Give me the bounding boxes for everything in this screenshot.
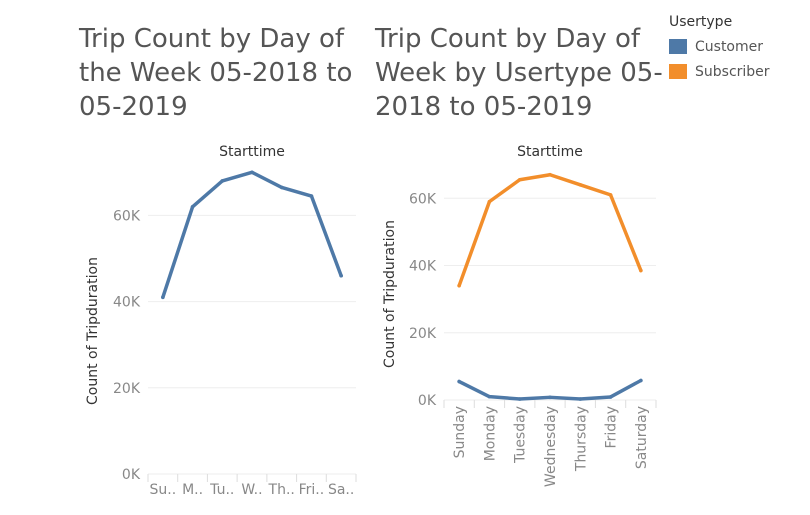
chart2-ytick-label: 0K bbox=[418, 393, 437, 409]
chart2-ytick-label: 60K bbox=[409, 191, 437, 207]
chart2-xtick-label: Monday bbox=[482, 406, 498, 461]
chart2-series-0-point bbox=[639, 378, 643, 383]
chart2-title-line-3: 2018 to 05-2019 bbox=[375, 92, 593, 122]
chart2-series-0-point bbox=[517, 397, 522, 401]
legend-item-subscriber[interactable]: Subscriber bbox=[669, 59, 770, 84]
chart2-series-0-point bbox=[578, 397, 583, 401]
chart2-ytick-label: 40K bbox=[409, 259, 437, 275]
chart1-xtick-label: M.. bbox=[182, 482, 203, 498]
chart2-series-0-point bbox=[608, 395, 613, 399]
chart1-series-0-point bbox=[161, 295, 165, 300]
chart1-ytick-label: 0K bbox=[122, 467, 141, 483]
chart1-series-0-point bbox=[279, 185, 284, 190]
chart1-series-0-point bbox=[339, 273, 343, 278]
chart2-series-1-point bbox=[578, 183, 583, 187]
chart2-xtick-label: Wednesday bbox=[543, 406, 559, 487]
chart1-title-line-2: the Week 05-2018 to bbox=[79, 58, 353, 88]
chart2-ylabel: Count of Tripduration bbox=[382, 220, 398, 368]
legend-title: Usertype bbox=[669, 14, 733, 30]
chart2-series-1-point bbox=[457, 283, 461, 288]
chart2-title-line-1: Trip Count by Day of bbox=[375, 24, 641, 54]
legend-swatch-subscriber bbox=[669, 64, 687, 79]
legend: Usertype Customer Subscriber bbox=[669, 14, 770, 84]
chart1-ytick-label: 20K bbox=[113, 381, 141, 397]
chart2-series-0-point bbox=[548, 395, 552, 400]
chart2-series-1-point bbox=[548, 172, 552, 177]
legend-item-customer[interactable]: Customer bbox=[669, 34, 770, 59]
chart1-xtick-label: W.. bbox=[241, 482, 262, 498]
chart1-ytick-label: 40K bbox=[113, 295, 141, 311]
chart2-series-1-point bbox=[608, 193, 613, 197]
chart1-xtick-label: Sa.. bbox=[328, 482, 354, 498]
chart1-xtick-label: Th.. bbox=[268, 482, 295, 498]
chart1-xtick-label: Su.. bbox=[150, 482, 177, 498]
chart2-xtick-label: Thursday bbox=[573, 406, 589, 472]
legend-label-customer: Customer bbox=[695, 38, 764, 55]
legend-swatch-customer bbox=[669, 39, 687, 54]
chart1-series-0-point bbox=[309, 194, 314, 198]
chart1-xtick-label: Fri.. bbox=[299, 482, 325, 498]
chart1-series-0-line bbox=[161, 170, 343, 300]
chart2-series-1-line bbox=[457, 172, 643, 288]
chart1-xtick-label: Tu.. bbox=[209, 482, 234, 498]
chart2-series-0-point bbox=[457, 379, 461, 384]
chart2-xtick-label: Friday bbox=[604, 406, 620, 448]
chart2-series-0-point bbox=[487, 394, 492, 399]
chart2-ytick-label: 20K bbox=[409, 326, 437, 342]
chart2-xtick-label: Tuesday bbox=[513, 406, 529, 464]
chart1-series-0-point bbox=[190, 204, 195, 209]
chart1-title-line-3: 05-2019 bbox=[79, 92, 188, 122]
chart2-xtick-label: Saturday bbox=[634, 406, 650, 469]
chart1-series-0-point bbox=[250, 170, 254, 175]
chart1-title: Trip Count by Day of the Week 05-2018 to… bbox=[79, 22, 352, 124]
chart2-header: Starttime bbox=[517, 144, 583, 160]
chart2-series-1-point bbox=[517, 177, 522, 182]
chart2-xtick-label: Sunday bbox=[452, 406, 468, 458]
chart1-ylabel: Count of Tripduration bbox=[85, 257, 101, 405]
chart1-header: Starttime bbox=[219, 144, 285, 160]
chart2-title-line-2: Week by Usertype 05- bbox=[375, 58, 663, 88]
chart1-title-line-1: Trip Count by Day of bbox=[79, 24, 345, 54]
legend-label-subscriber: Subscriber bbox=[695, 63, 770, 80]
chart1-ytick-label: 60K bbox=[113, 208, 141, 224]
chart2-series-1-point bbox=[487, 199, 492, 204]
chart2-title: Trip Count by Day of Week by Usertype 05… bbox=[375, 22, 663, 124]
chart1-series-0-point bbox=[220, 179, 225, 183]
chart2-series-1-point bbox=[639, 268, 643, 273]
